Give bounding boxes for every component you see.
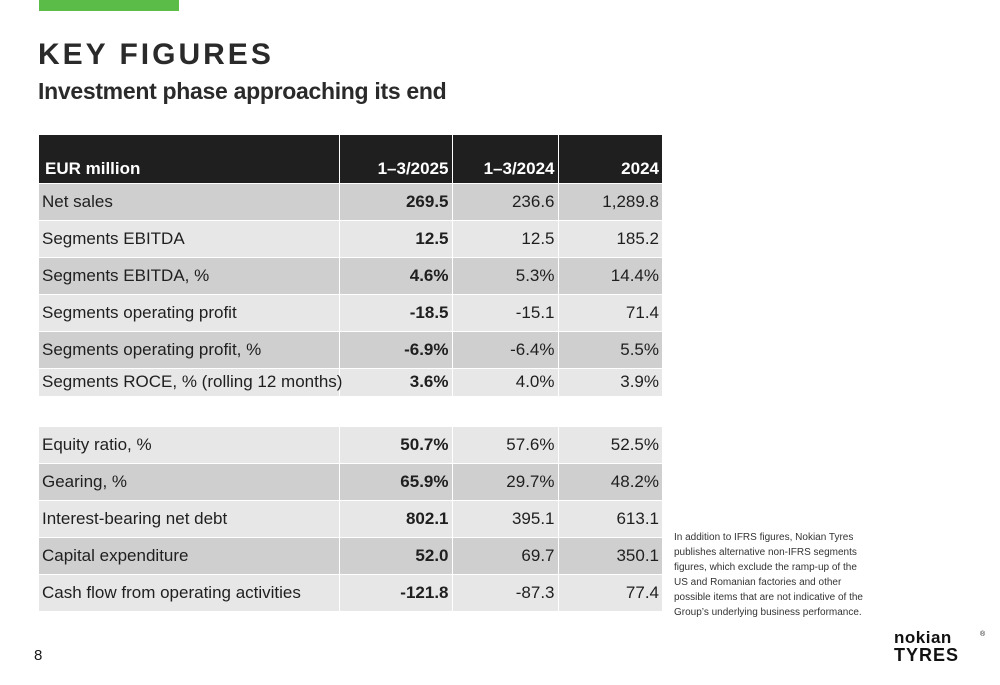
table-row: Segments EBITDA, % 4.6% 5.3% 14.4% [39, 257, 662, 295]
cell-q1-2024: 12.5 [452, 220, 559, 258]
footnote: In addition to IFRS figures, Nokian Tyre… [674, 532, 863, 618]
nokian-tyres-logo: nokian ® TYRES [894, 628, 986, 664]
column-header-2024: 2024 [558, 135, 662, 184]
table-row: Segments ROCE, % (rolling 12 months) 3.6… [39, 368, 662, 397]
table-row: Segments EBITDA 12.5 12.5 185.2 [39, 220, 662, 258]
row-label: Cash flow from operating activities [39, 574, 340, 612]
cell-q1-2025: 802.1 [339, 500, 453, 538]
table-header-row: EUR million 1–3/2025 1–3/2024 2024 [39, 135, 662, 184]
cell-2024: 52.5% [558, 426, 662, 464]
table-row: Segments operating profit -18.5 -15.1 71… [39, 294, 662, 332]
row-label: Segments operating profit [39, 294, 340, 332]
cell-2024: 5.5% [558, 331, 662, 369]
cell-q1-2024: 236.6 [452, 183, 559, 221]
cell-q1-2024: 5.3% [452, 257, 559, 295]
cell-q1-2025: 65.9% [339, 463, 453, 501]
column-header-unit: EUR million [39, 135, 340, 184]
cell-2024: 48.2% [558, 463, 662, 501]
cell-q1-2024: -15.1 [452, 294, 559, 332]
row-label: Net sales [39, 183, 340, 221]
table-row: Interest-bearing net debt 802.1 395.1 61… [39, 500, 662, 538]
cell-q1-2025: -18.5 [339, 294, 453, 332]
logo-word-nokian: nokian [894, 628, 952, 647]
cell-q1-2024: 57.6% [452, 426, 559, 464]
cell-2024: 613.1 [558, 500, 662, 538]
table-row: Cash flow from operating activities -121… [39, 574, 662, 612]
cell-q1-2024: 69.7 [452, 537, 559, 575]
cell-2024: 71.4 [558, 294, 662, 332]
cell-2024: 350.1 [558, 537, 662, 575]
table-row: Equity ratio, % 50.7% 57.6% 52.5% [39, 426, 662, 464]
cell-q1-2024: -87.3 [452, 574, 559, 612]
logo-word-tyres: TYRES [894, 645, 959, 664]
page-number: 8 [34, 647, 43, 664]
row-label: Gearing, % [39, 463, 340, 501]
cell-2024: 14.4% [558, 257, 662, 295]
cell-q1-2024: -6.4% [452, 331, 559, 369]
cell-q1-2025: 269.5 [339, 183, 453, 221]
row-label: Segments EBITDA [39, 220, 340, 258]
column-header-q1-2024: 1–3/2024 [452, 135, 559, 184]
row-label: Interest-bearing net debt [39, 500, 340, 538]
cell-q1-2025: 12.5 [339, 220, 453, 258]
table-row: Net sales 269.5 236.6 1,289.8 [39, 183, 662, 221]
cell-2024: 77.4 [558, 574, 662, 612]
spacer-cell [39, 396, 662, 427]
column-header-q1-2025: 1–3/2025 [339, 135, 453, 184]
accent-bar [39, 0, 179, 11]
cell-q1-2024: 29.7% [452, 463, 559, 501]
cell-q1-2025: 4.6% [339, 257, 453, 295]
cell-q1-2024: 395.1 [452, 500, 559, 538]
cell-q1-2025: 3.6% [339, 368, 453, 397]
logo-registered-mark: ® [980, 630, 986, 638]
cell-2024: 1,289.8 [558, 183, 662, 221]
row-label: Segments EBITDA, % [39, 257, 340, 295]
row-label: Segments operating profit, % [39, 331, 340, 369]
cell-q1-2025: -6.9% [339, 331, 453, 369]
page-title: KEY FIGURES [38, 38, 274, 71]
cell-q1-2025: -121.8 [339, 574, 453, 612]
row-label: Equity ratio, % [39, 426, 340, 464]
cell-q1-2024: 4.0% [452, 368, 559, 397]
key-figures-table: EUR million 1–3/2025 1–3/2024 2024 Net s… [39, 135, 662, 612]
cell-q1-2025: 50.7% [339, 426, 453, 464]
table-row: Segments operating profit, % -6.9% -6.4%… [39, 331, 662, 369]
cell-2024: 3.9% [558, 368, 662, 397]
cell-2024: 185.2 [558, 220, 662, 258]
page-subtitle: Investment phase approaching its end [38, 78, 447, 104]
row-label: Segments ROCE, % (rolling 12 months) [39, 368, 342, 397]
table-row: Gearing, % 65.9% 29.7% 48.2% [39, 463, 662, 501]
cell-q1-2025: 52.0 [339, 537, 453, 575]
row-label: Capital expenditure [39, 537, 340, 575]
table-row: Capital expenditure 52.0 69.7 350.1 [39, 537, 662, 575]
table-spacer-row [39, 396, 662, 427]
